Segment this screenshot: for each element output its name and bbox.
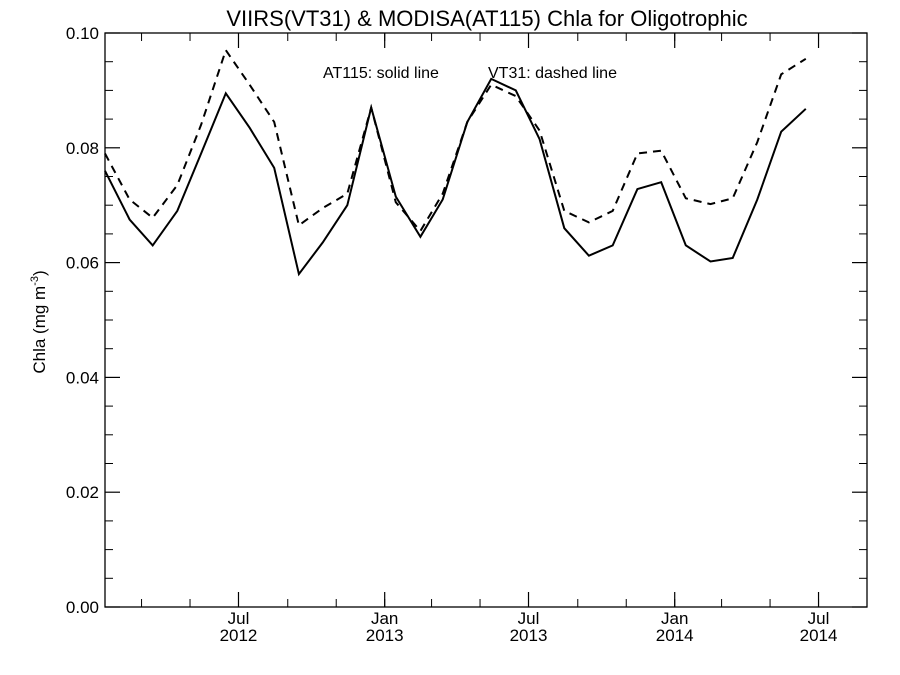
y-tick-label: 0.08 <box>66 139 99 158</box>
x-tick-label-month: Jul <box>518 609 540 628</box>
y-tick-label: 0.10 <box>66 24 99 43</box>
x-tick-label-month: Jan <box>661 609 688 628</box>
x-tick-label-year: 2012 <box>220 626 258 645</box>
x-tick-label-year: 2013 <box>366 626 404 645</box>
annotation-dashed: VT31: dashed line <box>488 65 617 82</box>
svg-text:Chla (mg m-3): Chla (mg m-3) <box>29 270 49 373</box>
series-lines <box>104 47 807 277</box>
x-tick-label-year: 2013 <box>510 626 548 645</box>
axis-tick-labels: 0.000.020.040.060.080.10Jul2012Jan2013Ju… <box>66 24 838 645</box>
x-tick-label-year: 2014 <box>800 626 838 645</box>
x-tick-label-month: Jul <box>228 609 250 628</box>
plot-frame <box>104 32 868 608</box>
y-tick-label: 0.06 <box>66 254 99 273</box>
y-tick-label: 0.04 <box>66 368 99 387</box>
axis-ticks <box>105 32 867 608</box>
y-tick-label: 0.02 <box>66 483 99 502</box>
x-tick-label-year: 2014 <box>656 626 694 645</box>
x-tick-label-month: Jan <box>371 609 398 628</box>
x-tick-label-month: Jul <box>808 609 830 628</box>
y-tick-label: 0.00 <box>66 598 99 617</box>
chart-title: VIIRS(VT31) & MODISA(AT115) Chla for Oli… <box>226 6 747 31</box>
annotation-solid: AT115: solid line <box>323 65 439 82</box>
series-line-vt31 <box>104 47 807 233</box>
series-line-at115 <box>104 77 807 277</box>
y-axis-label: Chla (mg m-3) <box>29 270 49 373</box>
